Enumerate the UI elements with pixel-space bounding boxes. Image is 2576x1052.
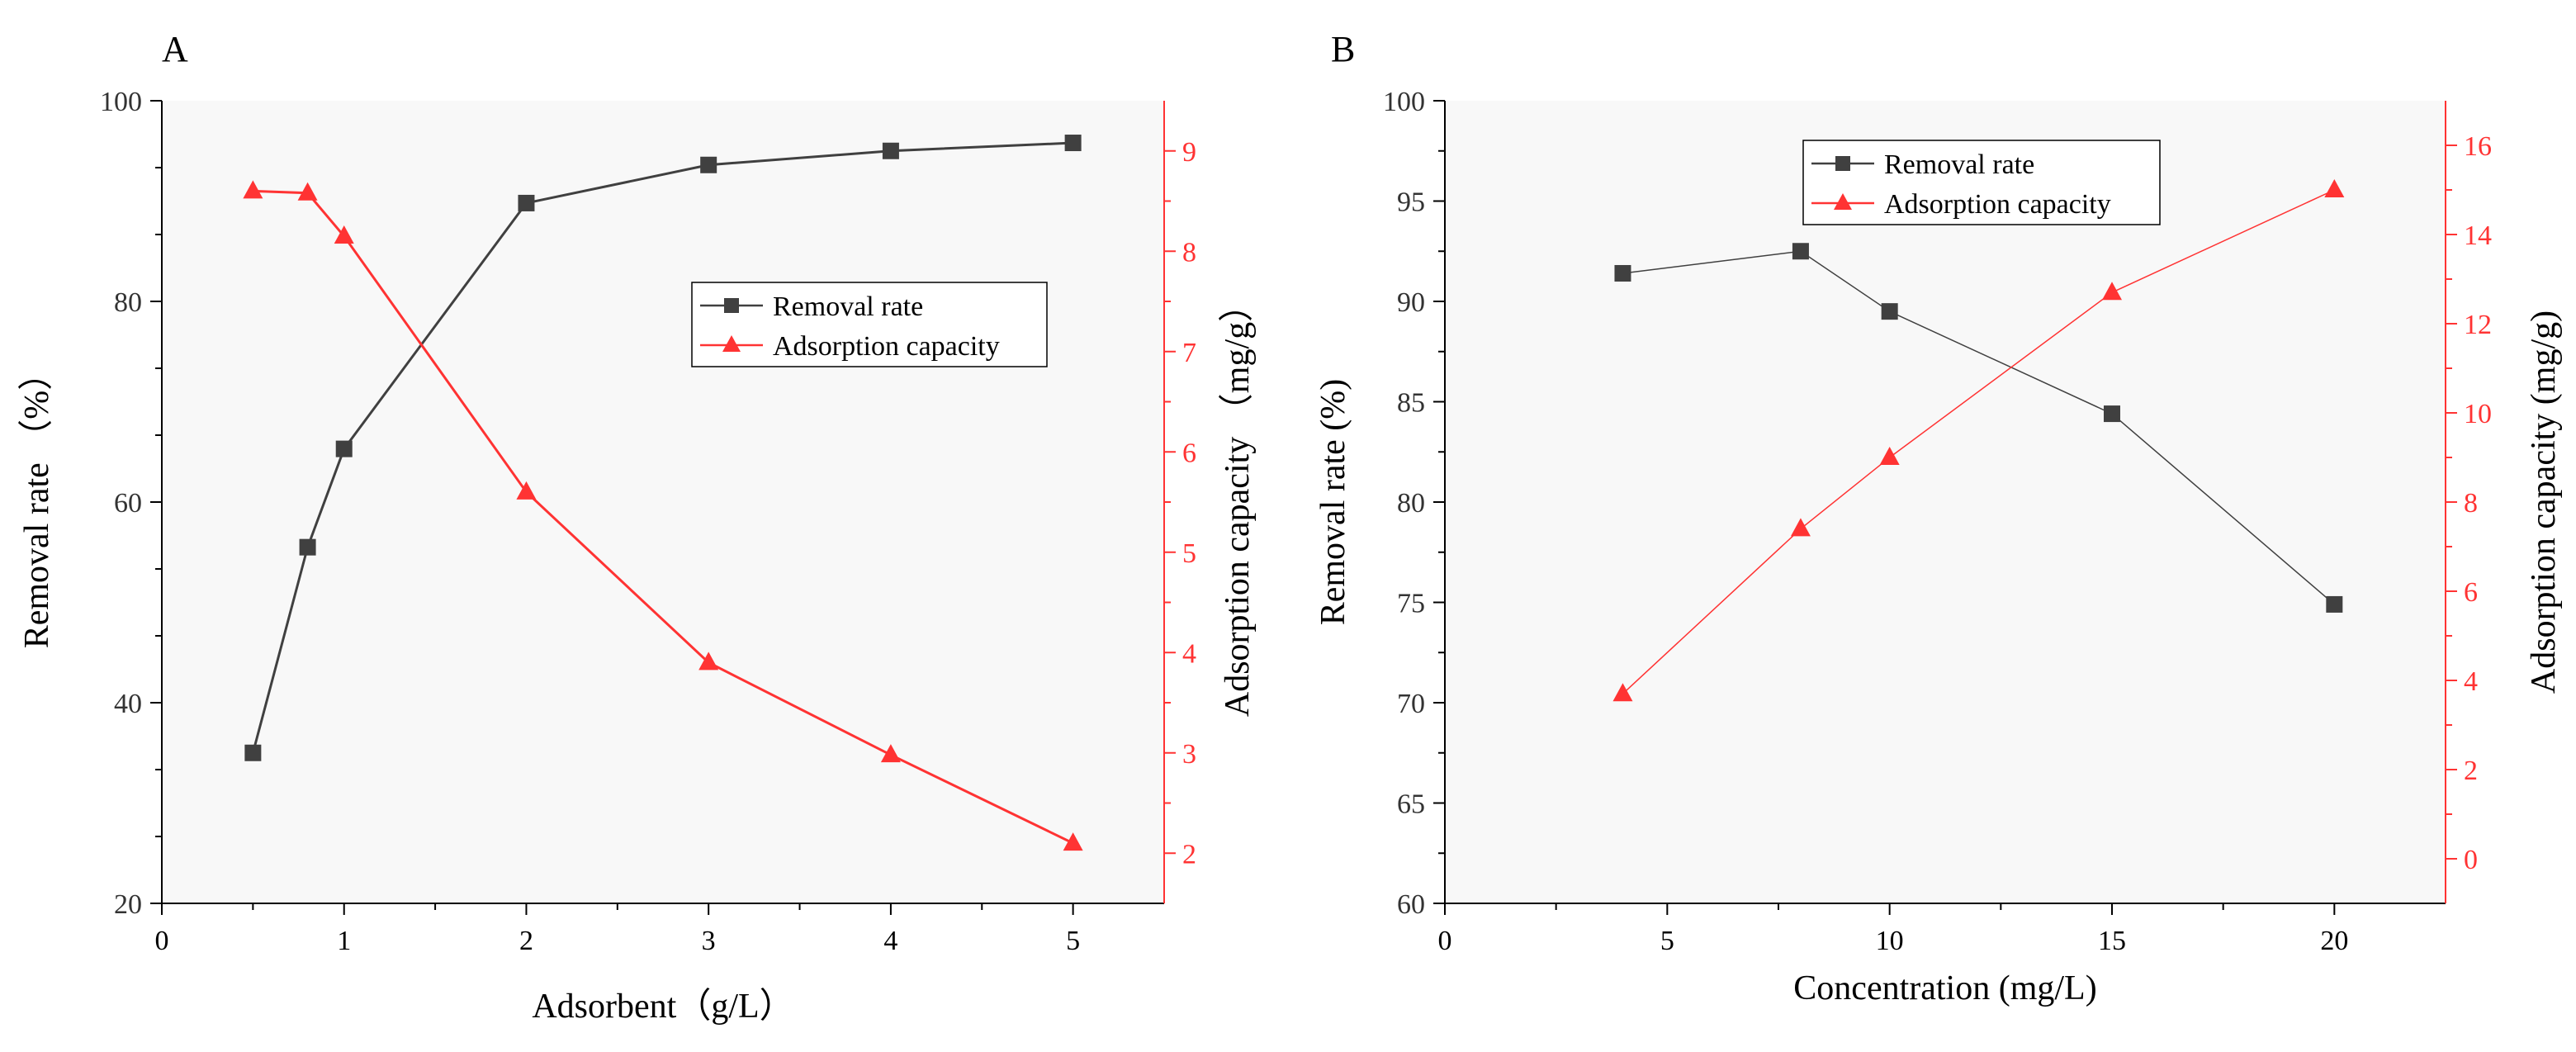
y-right-tick-label: 3	[1182, 739, 1196, 770]
x-tick-label: 3	[702, 926, 716, 956]
legend: Removal rate Adsorption capacity	[1802, 140, 2161, 225]
legend-label: Adsorption capacity	[773, 331, 1000, 362]
legend-square-marker	[724, 298, 739, 313]
legend-square-marker	[1835, 156, 1850, 171]
y-right-tick-label: 9	[1182, 137, 1196, 168]
y-left-tick-label: 100	[1383, 87, 1425, 117]
y-right-tick-label: 14	[2464, 220, 2492, 251]
x-tick-label: 2	[519, 926, 533, 956]
y-left-tick-label: 65	[1397, 789, 1425, 820]
x-tick-label: 10	[1876, 926, 1904, 956]
legend-label: Removal rate	[773, 291, 923, 322]
y-left-tick-label: 60	[1397, 889, 1425, 920]
removal-rate-point	[2104, 405, 2120, 423]
legend-box	[1802, 140, 2161, 225]
y-right-tick-label: 8	[1182, 237, 1196, 268]
y-right-tick-label: 4	[2464, 666, 2478, 697]
removal-rate-point	[882, 142, 899, 159]
y-axis-left-title: Removal rate （%）	[18, 356, 56, 649]
removal-rate-point	[1881, 303, 1898, 320]
y-axis-right-title: Adsorption capacity (mg/g)	[2525, 310, 2563, 694]
adsorption-capacity-point	[698, 652, 719, 671]
y-right-tick-label: 16	[2464, 131, 2492, 162]
y-axis-right-title: Adsorption capacity （mg/g）	[1219, 287, 1257, 717]
adsorption-capacity-point	[1063, 832, 1083, 851]
removal-rate-point	[1064, 135, 1082, 152]
y-left-tick-label: 95	[1397, 187, 1425, 218]
x-tick-label: 1	[337, 926, 351, 956]
y-left-tick-label: 90	[1397, 287, 1425, 318]
adsorption-capacity-point	[880, 744, 901, 763]
removal-rate-point	[299, 538, 316, 556]
y-left-tick-label: 100	[100, 87, 142, 117]
x-tick-label: 5	[1660, 926, 1674, 956]
legend-triangle-marker	[722, 335, 741, 352]
y-right-tick-label: 0	[2464, 845, 2478, 875]
x-axis-title: Concentration (mg/L)	[1793, 969, 2096, 1007]
y-left-tick-label: 75	[1397, 589, 1425, 619]
y-left-tick-label: 40	[114, 689, 142, 719]
panel-label: B	[1331, 29, 1355, 69]
adsorption-capacity-point	[516, 481, 537, 500]
x-tick-label: 5	[1066, 926, 1080, 956]
x-tick-label: 0	[1438, 926, 1452, 956]
chart-panel-a: A 0 1 2 3 4 5 20 40 60 80 100 2 3 4 5 6 7 8 9 Adsorbent（g/L）…	[18, 29, 1257, 1026]
adsorption-capacity-point	[243, 180, 263, 199]
adsorption-capacity-point	[2324, 179, 2345, 197]
chart-panel-b: B 0 5 10 15 20 60 65 70 75 80 85 90 95 100 0 2 4 6 8 10 12 14 1…	[1314, 29, 2563, 1007]
y-right-tick-label: 8	[2464, 488, 2478, 519]
y-axis-left-title: Removal rate (%)	[1314, 379, 1352, 626]
adsorption-capacity-point	[2102, 282, 2122, 301]
plot-area	[162, 101, 1164, 903]
adsorption-capacity-point	[1612, 683, 1633, 702]
removal-rate-point	[1614, 264, 1631, 282]
y-right-tick-label: 4	[1182, 638, 1196, 669]
removal-rate-point	[700, 156, 717, 173]
y-right-tick-label: 2	[1182, 839, 1196, 870]
x-tick-label: 15	[2098, 926, 2126, 956]
y-right-tick-label: 6	[2464, 577, 2478, 608]
removal-rate-point	[335, 440, 353, 457]
removal-rate-point	[2326, 595, 2343, 613]
panel-label: A	[162, 29, 188, 69]
y-right-tick-label: 7	[1182, 338, 1196, 368]
adsorption-capacity-point	[297, 182, 318, 201]
removal-rate-point	[244, 744, 262, 761]
y-left-tick-label: 60	[114, 488, 142, 519]
y-right-tick-label: 2	[2464, 756, 2478, 786]
y-right-tick-label: 5	[1182, 538, 1196, 569]
x-tick-label: 20	[2320, 926, 2348, 956]
y-left-tick-label: 80	[114, 287, 142, 318]
adsorption-capacity-point	[334, 225, 354, 244]
y-right-tick-label: 10	[2464, 399, 2492, 429]
plot-area	[1445, 101, 2446, 903]
x-tick-label: 0	[155, 926, 169, 956]
removal-rate-point	[518, 194, 535, 211]
legend-label: Adsorption capacity	[1884, 189, 2111, 220]
y-right-tick-label: 12	[2464, 310, 2492, 340]
y-left-tick-label: 80	[1397, 488, 1425, 519]
adsorption-capacity-point	[1790, 518, 1811, 537]
y-left-tick-label: 85	[1397, 388, 1425, 419]
y-left-tick-label: 70	[1397, 689, 1425, 719]
y-left-tick-label: 20	[114, 889, 142, 920]
legend-label: Removal rate	[1884, 149, 2034, 180]
y-right-tick-label: 6	[1182, 438, 1196, 468]
x-tick-label: 4	[883, 926, 897, 956]
adsorption-capacity-point	[1879, 447, 1900, 465]
legend-box	[691, 282, 1048, 367]
removal-rate-point	[1792, 243, 1809, 260]
legend: Removal rate Adsorption capacity	[691, 282, 1048, 367]
legend-triangle-marker	[1834, 193, 1852, 210]
x-axis-title: Adsorbent（g/L）	[532, 988, 793, 1026]
